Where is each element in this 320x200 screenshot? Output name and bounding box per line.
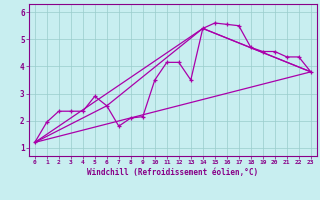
X-axis label: Windchill (Refroidissement éolien,°C): Windchill (Refroidissement éolien,°C): [87, 168, 258, 177]
